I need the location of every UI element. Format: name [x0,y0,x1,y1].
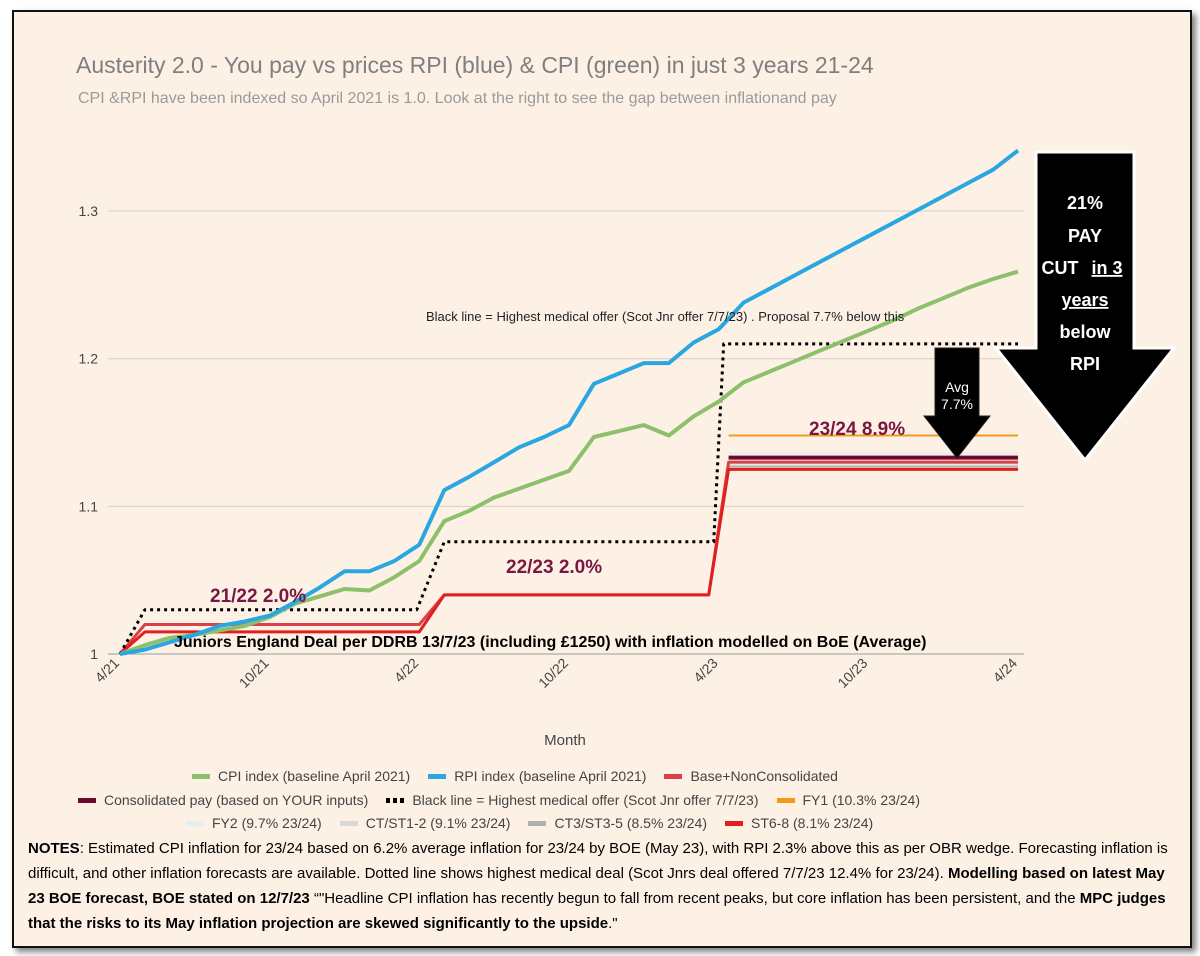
legend-label: CT/ST1-2 (9.1% 23/24) [365,815,511,831]
legend-item-rpi[interactable]: RPI index (baseline April 2021) [428,768,646,784]
pay-cut-arrow-text: 21% [1067,193,1103,213]
y-tick-label: 1.2 [79,351,99,367]
legend-row-1: CPI index (baseline April 2021) RPI inde… [192,768,856,784]
notes-part-1: : Estimated CPI inflation for 23/24 base… [28,840,1168,882]
y-axis: 1 1.1 1.2 1.3 [79,203,99,662]
legend-swatch [664,773,683,779]
legend-swatch [339,820,358,826]
avg-arrow-shape [922,347,992,459]
x-tick-label: 4/22 [391,655,422,686]
legend-swatch [192,773,210,779]
legend-item-consolidated[interactable]: Consolidated pay (based on YOUR inputs) [78,792,368,808]
pay-cut-arrow-text: below [1059,322,1111,342]
chart-title: Austerity 2.0 - You pay vs prices RPI (b… [76,52,874,78]
legend-row-2: Consolidated pay (based on YOUR inputs) … [78,792,938,808]
notes-text: NOTES: Estimated CPI inflation for 23/24… [28,836,1178,936]
grid-lines [108,210,1024,655]
legend-item-ct35[interactable]: CT3/ST3-5 (8.5% 23/24) [528,815,707,831]
pay-cut-arrow-text: PAY [1068,226,1102,246]
legend-label: ST6-8 (8.1% 23/24) [750,815,874,831]
legend-label: FY1 (10.3% 23/24) [802,792,921,808]
legend-swatch [528,820,547,826]
notes-part-3: “"Headline CPI inflation has recently be… [309,890,1080,907]
x-axis-label: Month [544,732,586,749]
legend-row-3: FY2 (9.7% 23/24) CT/ST1-2 (9.1% 23/24) C… [186,815,891,831]
pay-cut-arrow-text: in 3 [1091,258,1122,278]
y-tick-label: 1 [90,646,98,662]
pay-cut-arrow-text: CUT [1042,258,1079,278]
legend-item-base[interactable]: Base+NonConsolidated [664,768,838,784]
notes-part-5: ." [608,915,618,932]
notes-part-4: MPC judges that the risks to its May inf… [28,890,1166,932]
legend-label: RPI index (baseline April 2021) [454,768,647,784]
legend-item-cpi[interactable]: CPI index (baseline April 2021) [192,768,410,784]
legend-label: Base+NonConsolidated [690,768,838,784]
legend-item-black-line[interactable]: Black line = Highest medical offer (Scot… [386,792,759,808]
notes-part-2: Modelling based on latest May 23 BOE for… [28,865,1165,907]
chart-canvas: 11.11.21.3 4/21 10/21 4/22 10/22 4/23 10/23 4/… [79,148,1178,749]
label-pay-2223: 22/23 2.0% [506,557,602,578]
legend-label: Consolidated pay (based on YOUR inputs) [104,792,369,808]
legend-label: CT3/ST3-5 (8.5% 23/24) [554,815,707,831]
x-tick-label: 10/21 [236,655,272,691]
series-line-1 [119,148,1020,656]
legend-item-fy2[interactable]: FY2 (9.7% 23/24) [186,815,322,831]
x-tick-label: 4/23 [690,655,721,686]
chart-frame: 1 1.1 1.2 1.3 4/21 10/21 4/22 10/22 4/23 10/23 4/… [12,10,1192,948]
label-black-line-note: Black line = Highest medical offer (Scot… [426,309,905,324]
legend-swatch [428,773,447,779]
legend-swatch [186,820,204,826]
y-tick-label: 1.1 [79,498,99,514]
legend-label: FY2 (9.7% 23/24) [212,815,322,831]
series-line-9 [119,467,1018,656]
label-pay-2122: 21/22 2.0% [210,586,306,607]
x-tick-label: 10/23 [834,655,870,691]
avg-arrow-text: Avg [945,379,969,395]
legend-swatch [776,797,795,803]
pay-cut-arrow-text: RPI [1070,354,1100,374]
legend-swatch [386,797,405,803]
label-deal-note: Juniors England Deal per DDRB 13/7/23 (i… [174,634,926,651]
pay-cut-arrow-shape [992,150,1178,463]
annotations: 21/22 2.0% 22/23 2.0% 23/24 8.9% Black line… [174,150,1178,651]
legend-label: CPI index (baseline April 2021) [218,768,411,784]
x-tick-label: 4/24 [990,655,1021,686]
x-tick-label: 10/22 [535,655,571,691]
avg-arrow-text: 7.7% [941,396,973,412]
series-lines [118,148,1020,656]
label-pay-2324: 23/24 8.9% [809,419,905,440]
notes-heading: NOTES [28,840,80,857]
pay-cut-arrow-text: years [1061,290,1108,310]
legend-swatch [724,820,743,826]
legend-item-st68[interactable]: ST6-8 (8.1% 23/24) [724,815,874,831]
legend-swatch [78,797,96,803]
legend-label: Black line = Highest medical offer (Scot… [412,792,759,808]
legend-item-fy1[interactable]: FY1 (10.3% 23/24) [776,792,921,808]
y-tick-label: 1.3 [79,203,99,219]
series-line-4 [118,342,1018,655]
chart-subtitle: CPI &RPI have been indexed so April 2021… [78,90,837,107]
legend-item-ct12[interactable]: CT/ST1-2 (9.1% 23/24) [339,815,511,831]
